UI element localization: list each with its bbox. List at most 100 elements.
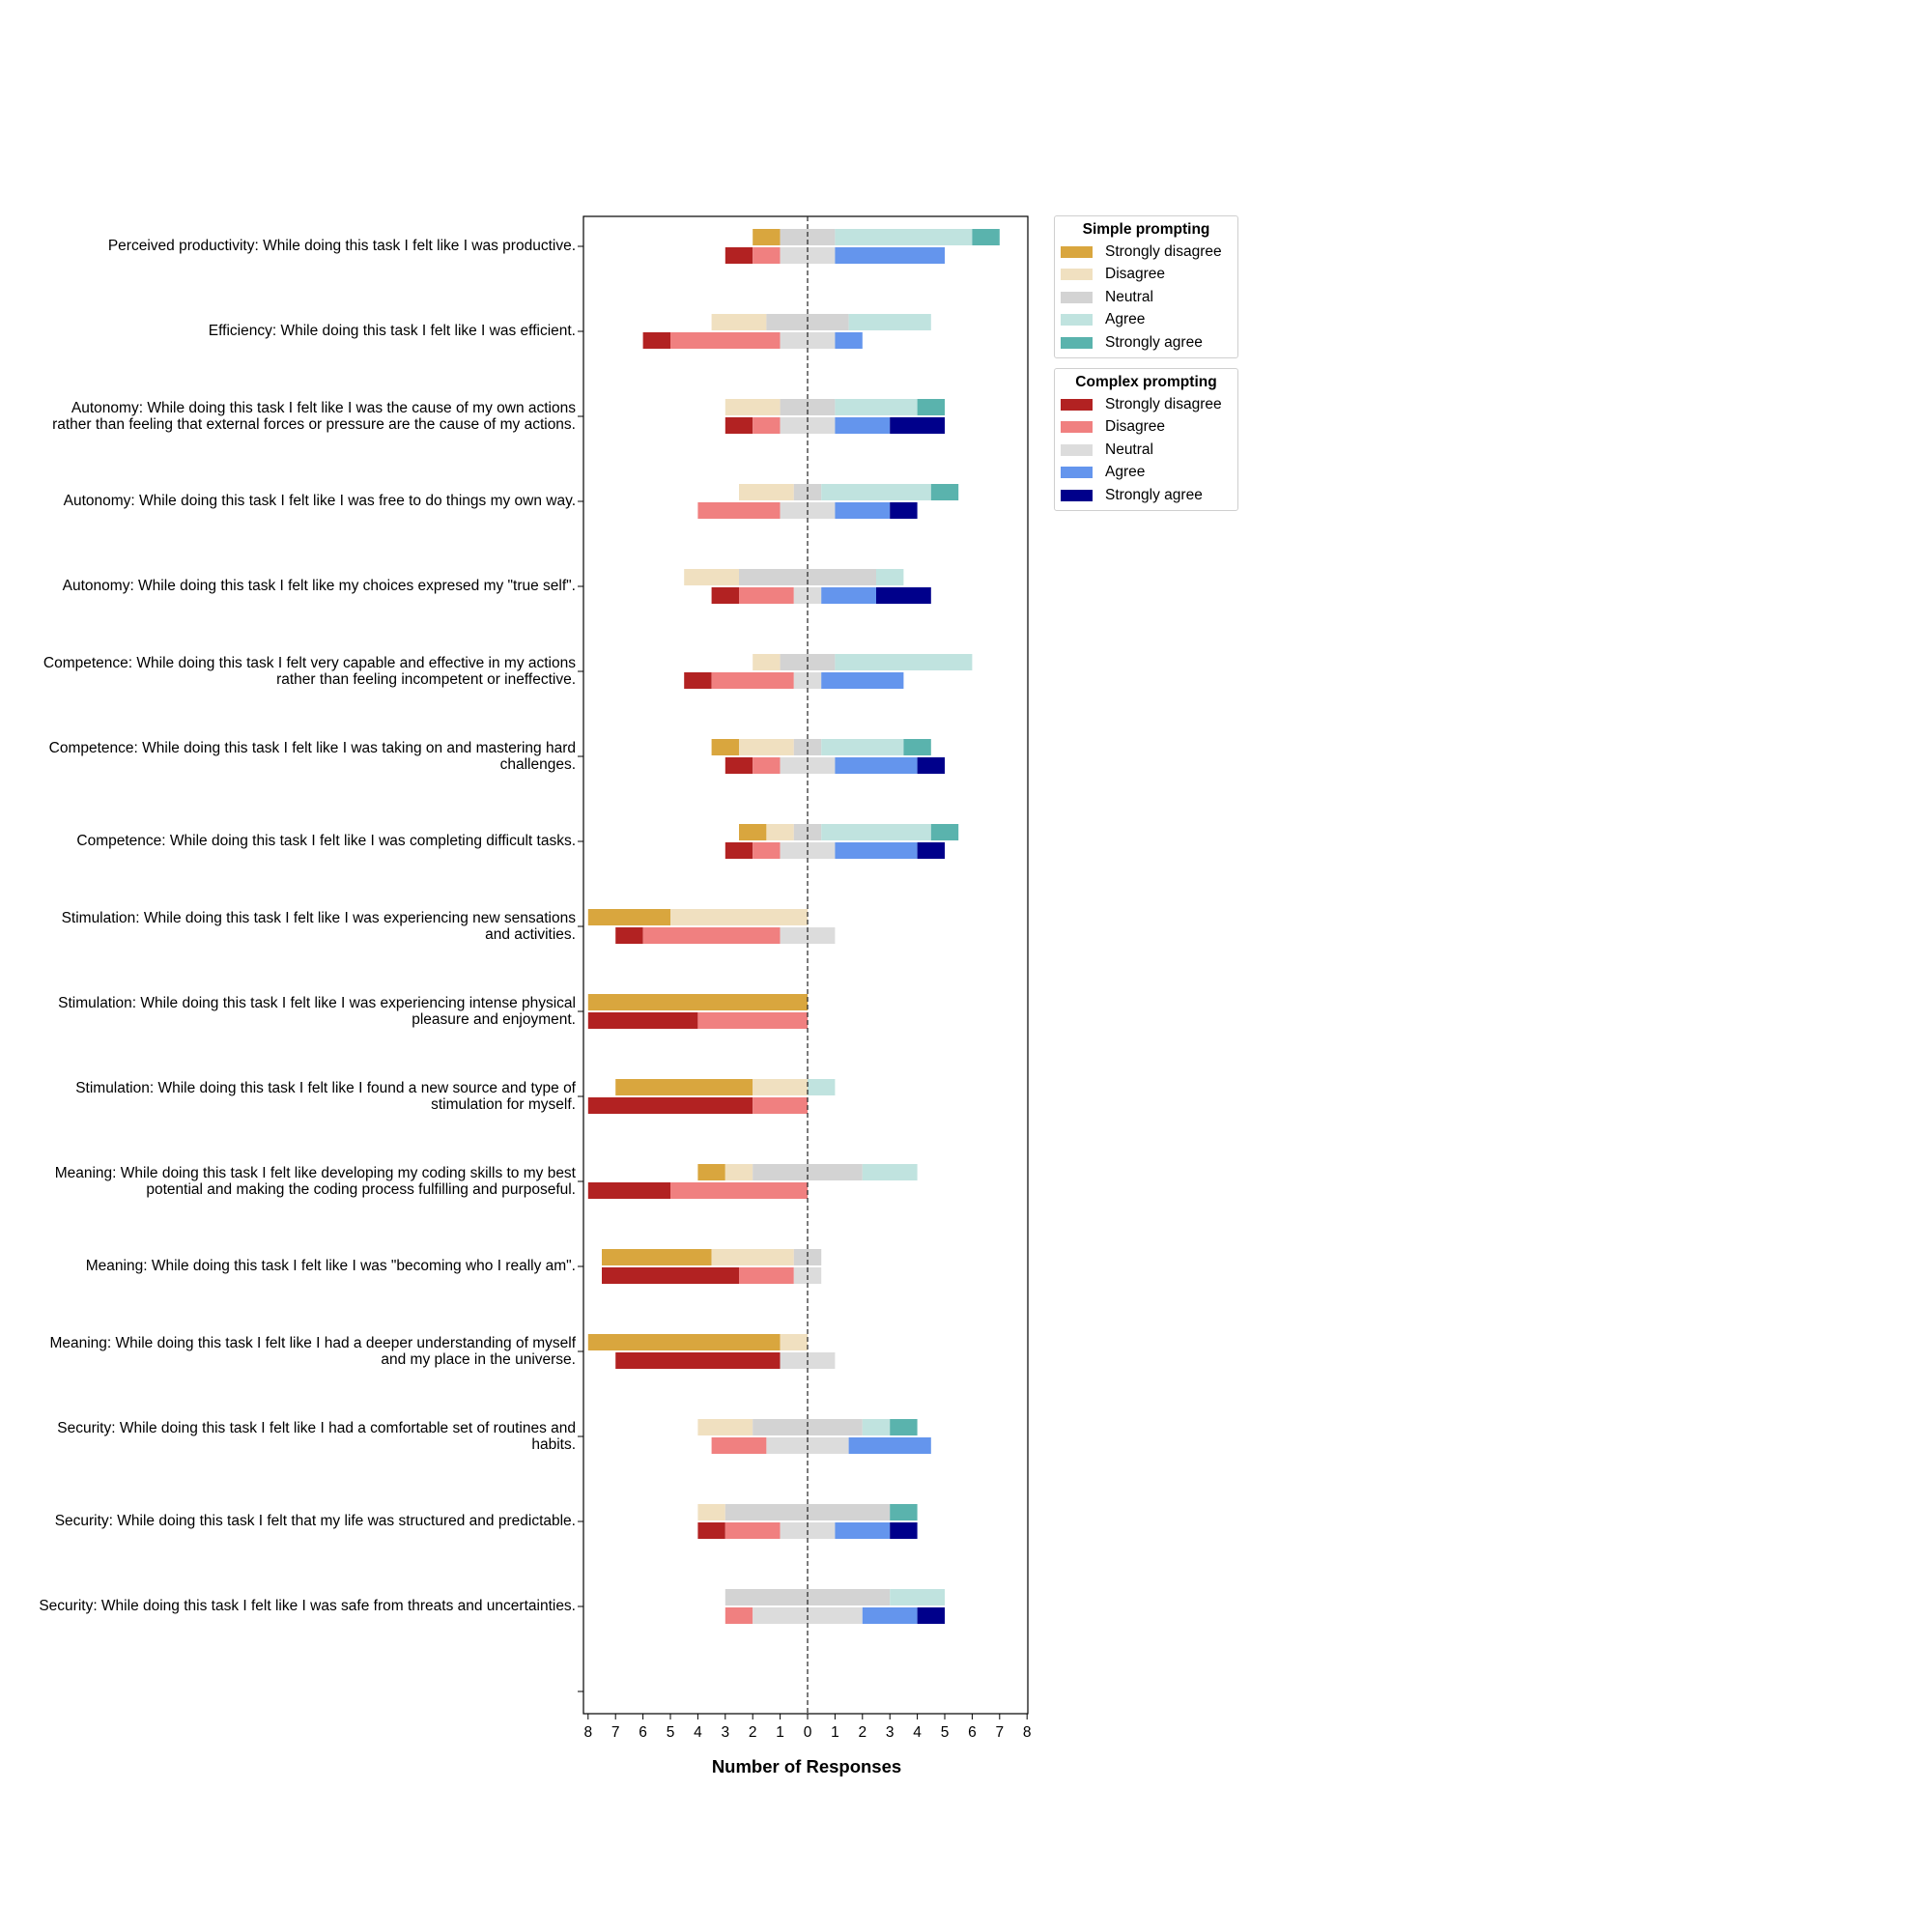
bar-complex-row-0-level-1: [753, 247, 781, 264]
bar-complex-row-6-level-0: [724, 757, 753, 774]
legend-entry: Agree: [1055, 309, 1237, 332]
legend-simple-title: Simple prompting: [1082, 221, 1210, 238]
bar-simple-row-4-level-1: [684, 569, 739, 585]
legend-swatch: [1061, 291, 1093, 303]
bar-simple-row-6-level-1: [739, 739, 794, 755]
y-tick-label: Competence: While doing this task I felt…: [48, 739, 576, 774]
bar-simple-row-11-level-3: [862, 1164, 918, 1180]
bar-simple-row-1-level-2: [766, 314, 849, 330]
legend-label: Neutral: [1105, 440, 1153, 458]
x-tick-label: 7: [611, 1724, 620, 1741]
bar-complex-row-4-level-4: [876, 587, 931, 604]
bar-simple-row-1-level-1: [711, 314, 767, 330]
bar-simple-row-0-level-2: [780, 229, 836, 245]
bar-complex-row-5-level-1: [711, 672, 794, 689]
bar-simple-row-11-level-2: [753, 1164, 863, 1180]
bar-simple-row-7-level-0: [739, 824, 767, 840]
y-tick-label: Meaning: While doing this task I felt li…: [49, 1334, 576, 1369]
legend-swatch: [1061, 269, 1093, 281]
x-tick-label: 2: [858, 1724, 867, 1741]
legend-entry: Strongly agree: [1055, 484, 1237, 507]
y-tick-label: Meaning: While doing this task I felt li…: [54, 1164, 576, 1199]
bar-complex-row-16-level-1: [724, 1607, 753, 1624]
bar-complex-row-2-level-0: [724, 417, 753, 434]
bar-simple-row-6-level-0: [711, 739, 739, 755]
bar-simple-row-10-level-3: [808, 1079, 836, 1095]
x-tick-label: 0: [804, 1724, 812, 1741]
bar-simple-row-4-level-3: [876, 569, 904, 585]
bar-simple-row-2-level-2: [780, 399, 836, 415]
legend-entry: Disagree: [1055, 264, 1237, 287]
legend-label: Strongly disagree: [1105, 242, 1222, 260]
bar-simple-row-12-level-2: [793, 1249, 822, 1265]
legend-label: Disagree: [1105, 418, 1166, 436]
bar-complex-row-6-level-3: [835, 757, 918, 774]
bar-complex-row-15-level-0: [697, 1522, 725, 1539]
bar-complex-row-1-level-0: [642, 332, 670, 349]
axes-layer: 8 7 6 5 4 3 2 1 0 1 2 3 4 5 6 7 8: [578, 215, 1032, 1741]
bars-layer: [587, 229, 1000, 1624]
legend-entry: Disagree: [1055, 416, 1237, 440]
bar-simple-row-10-level-0: [615, 1079, 753, 1095]
bar-simple-row-11-level-1: [724, 1164, 753, 1180]
y-tick-label: Competence: While doing this task I felt…: [76, 833, 576, 850]
legend-swatch: [1061, 421, 1093, 434]
y-tick-label: Stimulation: While doing this task I fel…: [75, 1079, 576, 1114]
bar-complex-row-2-level-3: [835, 417, 891, 434]
bar-complex-row-7-level-3: [835, 842, 918, 859]
legend-label: Agree: [1105, 464, 1146, 481]
bar-complex-row-14-level-1: [711, 1437, 767, 1454]
legend-label: Neutral: [1105, 288, 1153, 305]
bar-simple-row-6-level-2: [793, 739, 822, 755]
x-axis-label: Number of Responses: [711, 1756, 902, 1776]
bar-simple-row-9-level-0: [587, 994, 808, 1010]
legend-swatch: [1061, 443, 1093, 456]
bar-complex-row-10-level-1: [753, 1097, 808, 1114]
bar-simple-row-6-level-4: [903, 739, 931, 755]
x-tick-label: 4: [913, 1724, 922, 1741]
bar-complex-row-15-level-4: [890, 1522, 918, 1539]
bar-simple-row-16-level-3: [890, 1589, 945, 1605]
x-tick-label: 3: [886, 1724, 895, 1741]
bar-simple-row-12-level-1: [711, 1249, 794, 1265]
bar-complex-row-4-level-0: [711, 587, 739, 604]
y-tick-label: Security: While doing this task I felt l…: [39, 1598, 576, 1615]
legend-complex: Complex prompting Strongly disagree Disag…: [1054, 368, 1238, 511]
bar-complex-row-3-level-1: [697, 502, 781, 519]
y-tick-label: Competence: While doing this task I felt…: [43, 654, 576, 689]
y-tick-label: Autonomy: While doing this task I felt l…: [52, 399, 576, 434]
y-tick-label: Meaning: While doing this task I felt li…: [85, 1258, 576, 1275]
plot-frame: [582, 215, 1029, 1715]
bar-simple-row-15-level-1: [697, 1504, 725, 1520]
bar-simple-row-2-level-1: [724, 399, 781, 415]
bar-complex-row-15-level-3: [835, 1522, 891, 1539]
bar-simple-row-12-level-0: [602, 1249, 712, 1265]
bar-simple-row-7-level-1: [766, 824, 794, 840]
bar-simple-row-14-level-4: [890, 1419, 918, 1435]
bar-complex-row-8-level-1: [642, 927, 781, 944]
x-tick-label: 2: [749, 1724, 757, 1741]
bar-complex-row-5-level-0: [684, 672, 712, 689]
bar-simple-row-4-level-2: [739, 569, 876, 585]
y-tick-label: Security: While doing this task I felt l…: [57, 1419, 576, 1454]
bar-complex-row-6-level-1: [753, 757, 781, 774]
legend-complex-title: Complex prompting: [1075, 374, 1217, 390]
x-tick-label: 6: [968, 1724, 977, 1741]
bar-simple-row-8-level-1: [670, 909, 808, 925]
bar-simple-row-3-level-1: [739, 484, 794, 500]
bar-simple-row-7-level-3: [821, 824, 931, 840]
bar-simple-row-6-level-3: [821, 739, 904, 755]
x-tick-label: 8: [1023, 1724, 1032, 1741]
y-tick-label: Stimulation: While doing this task I fel…: [61, 909, 576, 944]
legend-label: Agree: [1105, 311, 1146, 328]
legend-swatch: [1061, 245, 1093, 258]
bar-simple-row-2-level-4: [917, 399, 945, 415]
bar-complex-row-7-level-0: [724, 842, 753, 859]
legend-entry: Neutral: [1055, 439, 1237, 462]
x-tick-label: 3: [721, 1724, 729, 1741]
legend-label: Strongly agree: [1105, 486, 1203, 503]
bar-complex-row-8-level-0: [615, 927, 643, 944]
bar-complex-row-11-level-1: [670, 1182, 808, 1199]
bar-simple-row-5-level-3: [835, 654, 973, 670]
